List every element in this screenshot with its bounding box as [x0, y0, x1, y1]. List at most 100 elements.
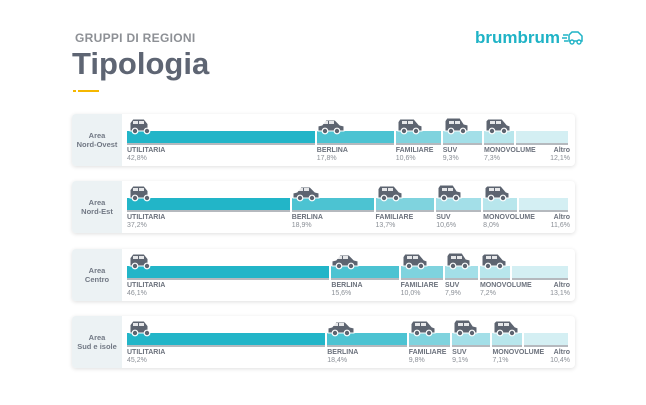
value-label: 10,6% — [436, 222, 457, 229]
sedan-car-icon — [327, 321, 355, 337]
category-label: MONOVOLUME — [483, 147, 536, 154]
utilitaria-car-icon — [129, 320, 151, 337]
bar-baseline — [518, 210, 568, 212]
region-card: Area Sud e isole UTILITARIA 45,2% BERLINA 18,… — [72, 316, 575, 368]
station-wagon-car-icon — [397, 118, 423, 135]
category-label: Altro — [553, 349, 570, 356]
value-label: 18,9% — [291, 222, 312, 229]
value-label: 42,8% — [127, 155, 147, 162]
bar-segment-suv — [436, 198, 482, 210]
region-label: Area Nord-Ovest — [72, 114, 122, 166]
sedan-car-icon — [292, 186, 320, 202]
category-label: SUV — [452, 349, 467, 356]
category-label: FAMILIARE — [400, 282, 439, 289]
value-label: 9,1% — [452, 357, 469, 364]
region-card: Area Centro UTILITARIA 46,1% BERLINA 15,6% FAM… — [72, 249, 575, 301]
minivan-car-icon — [485, 118, 511, 135]
region-card: Area Nord-Ovest UTILITARIA 42,8% BERLINA 17,8… — [72, 114, 575, 166]
category-label: MONOVOLUME — [483, 214, 535, 221]
bar-baseline — [395, 143, 441, 145]
bar-segment-utilitaria — [127, 333, 326, 345]
bar-segment-altro — [511, 266, 568, 278]
bar-segment-utilitaria — [127, 198, 290, 210]
category-label: UTILITARIA — [127, 282, 166, 289]
value-label: 37,2% — [127, 222, 147, 229]
bar-segment-berlina — [331, 266, 399, 278]
bar-baseline — [327, 345, 407, 347]
bar-baseline — [127, 278, 330, 280]
bar-baseline — [442, 143, 482, 145]
bar-baseline — [291, 210, 374, 212]
category-label: BERLINA — [291, 214, 323, 221]
suv-car-icon — [444, 118, 469, 135]
bar-baseline — [479, 278, 510, 280]
value-label: 13,1% — [550, 290, 570, 297]
bar-segment-familiare — [408, 333, 451, 345]
category-label: FAMILIARE — [375, 214, 414, 221]
bar-baseline — [316, 143, 394, 145]
bar-baseline — [444, 278, 478, 280]
category-label: BERLINA — [316, 147, 348, 154]
bar-baseline — [127, 143, 315, 145]
brand-logo: brumbrum — [475, 28, 584, 48]
value-label: 9,8% — [408, 357, 425, 364]
category-label: BERLINA — [331, 282, 363, 289]
bar-segment-suv — [442, 131, 482, 143]
bar-segment-familiare — [395, 131, 441, 143]
value-label: 18,4% — [327, 357, 348, 364]
value-label: 9,3% — [442, 155, 459, 162]
utilitaria-car-icon — [129, 118, 151, 135]
bar-segment-altro — [523, 333, 568, 345]
bar-baseline — [452, 345, 491, 347]
category-label: MONOVOLUME — [492, 349, 545, 356]
category-label: FAMILIARE — [395, 147, 434, 154]
value-label: 7,9% — [444, 290, 461, 297]
category-label: UTILITARIA — [127, 349, 166, 356]
stacked-bar: UTILITARIA 46,1% BERLINA 15,6% FAMILIARE 10,0… — [127, 249, 570, 301]
category-label: Altro — [553, 147, 570, 154]
stacked-bar: UTILITARIA 37,2% BERLINA 18,9% FAMILIARE 13,7… — [127, 181, 570, 233]
region-label: Area Centro — [72, 249, 122, 301]
station-wagon-car-icon — [410, 320, 436, 337]
bar-segment-utilitaria — [127, 266, 330, 278]
value-label: 12,1% — [550, 155, 570, 162]
kicker: GRUPPI DI REGIONI — [75, 31, 196, 45]
sedan-car-icon — [331, 254, 359, 270]
car-logo-icon — [562, 31, 583, 45]
bar-baseline — [483, 143, 515, 145]
bar-baseline — [523, 345, 568, 347]
bar-baseline — [492, 345, 522, 347]
bar-baseline — [127, 345, 326, 347]
category-label: SUV — [444, 282, 460, 289]
bar-baseline — [511, 278, 568, 280]
region-label-line2: Nord-Ovest — [76, 140, 118, 149]
bar-baseline — [408, 345, 451, 347]
bar-baseline — [331, 278, 399, 280]
value-label: 46,1% — [127, 290, 147, 297]
bar-segment-altro — [518, 198, 568, 210]
value-label: 7,3% — [483, 155, 500, 162]
region-label-line1: Area — [88, 198, 106, 207]
utilitaria-car-icon — [129, 253, 151, 270]
category-label: SUV — [436, 214, 451, 221]
value-label: 10,6% — [395, 155, 416, 162]
stacked-bar: UTILITARIA 45,2% BERLINA 18,4% FAMILIARE 9,8%… — [127, 316, 570, 368]
category-label: Altro — [553, 282, 570, 289]
utilitaria-car-icon — [129, 185, 151, 202]
minivan-car-icon — [481, 253, 507, 270]
bar-segment-familiare — [375, 198, 435, 210]
region-label: Area Sud e isole — [72, 316, 122, 368]
accent-dash — [73, 90, 76, 92]
bar-segment-familiare — [400, 266, 443, 278]
category-label: BERLINA — [327, 349, 359, 356]
minivan-car-icon — [493, 320, 519, 337]
region-label-line1: Area — [88, 266, 106, 275]
suv-car-icon — [446, 253, 471, 270]
value-label: 10,4% — [550, 357, 570, 364]
value-label: 13,7% — [375, 222, 396, 229]
region-label: Area Nord-Est — [72, 181, 122, 233]
category-label: UTILITARIA — [127, 147, 166, 154]
region-label-line2: Nord-Est — [81, 207, 113, 216]
region-label-line1: Area — [88, 131, 106, 140]
